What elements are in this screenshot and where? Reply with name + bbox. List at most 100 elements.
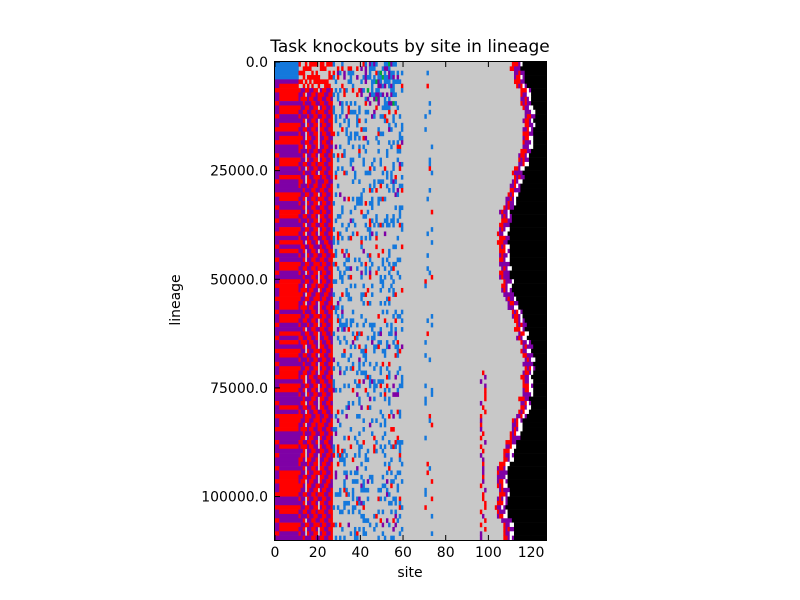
heatmap-cell (307, 387, 312, 393)
heatmap-cell (304, 431, 312, 437)
heatmap-cell (381, 83, 385, 89)
heatmap-cell (324, 101, 329, 106)
heatmap-cell (400, 309, 404, 315)
heatmap-cell (330, 383, 333, 389)
heatmap-cell (304, 62, 308, 67)
heatmap-cell (353, 131, 359, 137)
heatmap-cell (505, 227, 511, 232)
heatmap-cell (321, 183, 327, 189)
heatmap-cell (309, 331, 314, 337)
heatmap-cell (531, 96, 547, 102)
heatmap-cell (317, 83, 321, 89)
heatmap-cell (302, 500, 306, 506)
heatmap-cell (345, 453, 348, 458)
heatmap-cell (307, 457, 312, 463)
heatmap-cell (535, 357, 547, 363)
heatmap-cell (307, 301, 312, 306)
heatmap-cell (302, 240, 306, 245)
heatmap-cell (526, 114, 532, 119)
heatmap-cell (501, 518, 513, 523)
heatmap-cell (509, 535, 513, 541)
heatmap-cell (275, 405, 280, 410)
heatmap-cell (298, 492, 304, 497)
heatmap-cell (319, 127, 325, 132)
heatmap-cell (332, 92, 336, 98)
heatmap-cell (516, 174, 519, 180)
heatmap-cell (302, 422, 306, 428)
heatmap-cell (509, 531, 515, 536)
heatmap-cell (520, 309, 523, 315)
heatmap-cell (341, 453, 344, 458)
heatmap-cell (321, 148, 327, 154)
heatmap-cell (507, 466, 547, 471)
heatmap-cell (392, 79, 402, 85)
heatmap-cell (430, 387, 434, 393)
heatmap-cell (381, 283, 385, 289)
heatmap-cell (520, 400, 525, 406)
heatmap-cell (324, 370, 329, 376)
heatmap-cell (373, 366, 376, 371)
heatmap-cell (279, 335, 299, 341)
heatmap-cell (481, 474, 485, 480)
heatmap-cell (351, 496, 355, 502)
heatmap-cell (319, 396, 325, 402)
heatmap-cell (330, 253, 336, 258)
heatmap-cell (531, 374, 547, 380)
heatmap-cell (522, 335, 528, 341)
heatmap-cell (368, 70, 372, 76)
heatmap-cell (364, 62, 368, 67)
heatmap-cell (307, 283, 312, 289)
heatmap-cell (394, 122, 397, 128)
heatmap-cell (315, 257, 321, 263)
heatmap-cell (518, 179, 523, 184)
heatmap-cell (505, 500, 508, 506)
heatmap-cell (373, 183, 376, 189)
heatmap-cell (341, 83, 344, 89)
heatmap-cell (516, 440, 547, 445)
heatmap-cell (531, 140, 534, 145)
heatmap-cell (356, 496, 359, 502)
heatmap-cell (302, 188, 306, 193)
heatmap-cell (313, 366, 318, 371)
heatmap-cell (499, 261, 511, 267)
heatmap-cell (304, 105, 310, 111)
heatmap-cell (275, 427, 299, 432)
heatmap-cell (339, 231, 342, 237)
heatmap-cell (309, 366, 314, 371)
heatmap-cell (319, 487, 323, 493)
heatmap-cell (398, 135, 404, 141)
heatmap-cell (368, 383, 372, 389)
heatmap-cell (379, 422, 382, 428)
heatmap-cell (526, 101, 532, 106)
heatmap-cell (319, 131, 323, 137)
heatmap-cell (309, 461, 314, 467)
heatmap-cell (383, 83, 387, 89)
heatmap-cell (360, 192, 363, 198)
heatmap-cell (524, 327, 547, 332)
heatmap-cell (392, 526, 395, 532)
heatmap-cell (396, 518, 400, 523)
heatmap-cell (526, 153, 530, 158)
heatmap-cell (396, 348, 400, 354)
heatmap-cell (360, 127, 363, 132)
heatmap-cell (353, 170, 357, 176)
heatmap-cell (377, 83, 382, 89)
heatmap-cell (324, 405, 329, 410)
heatmap-cell (505, 440, 513, 445)
heatmap-cell (509, 257, 547, 263)
heatmap-cell (298, 335, 304, 341)
heatmap-cell (362, 361, 365, 367)
heatmap-cell (390, 218, 395, 224)
heatmap-cell (513, 183, 517, 189)
heatmap-cell (275, 513, 299, 519)
heatmap-cell (319, 218, 323, 224)
heatmap-cell (307, 131, 310, 137)
heatmap-cell (324, 361, 329, 367)
heatmap-cell (524, 83, 528, 89)
heatmap-cell (300, 496, 306, 502)
heatmap-cell (275, 66, 299, 71)
heatmap-cell (304, 383, 310, 389)
heatmap-cell (313, 287, 318, 293)
heatmap-cell (513, 292, 547, 297)
heatmap-cell (349, 109, 357, 115)
